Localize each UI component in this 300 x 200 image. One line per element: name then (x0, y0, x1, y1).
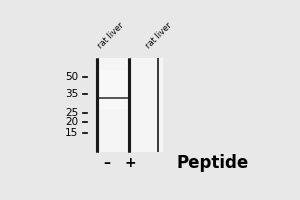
Text: 20: 20 (65, 117, 78, 127)
Text: rat liver: rat liver (144, 20, 173, 50)
Text: 25: 25 (65, 108, 78, 118)
Text: –: – (104, 156, 111, 170)
Bar (97, 70, 129, 109)
Text: 15: 15 (65, 128, 78, 138)
Bar (97, 58, 163, 152)
Text: +: + (125, 156, 136, 170)
Text: 35: 35 (65, 89, 78, 99)
Text: 50: 50 (65, 72, 78, 82)
Text: rat liver: rat liver (96, 20, 126, 50)
Text: Peptide: Peptide (177, 154, 249, 172)
